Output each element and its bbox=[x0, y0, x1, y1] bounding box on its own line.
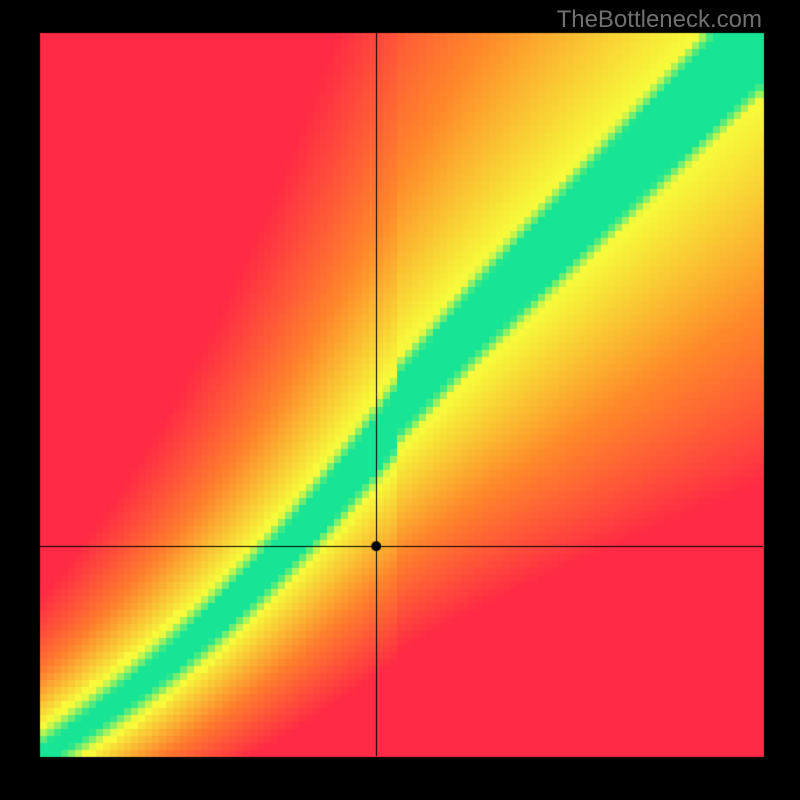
bottleneck-heatmap bbox=[0, 0, 800, 800]
watermark-text: TheBottleneck.com bbox=[557, 6, 762, 34]
